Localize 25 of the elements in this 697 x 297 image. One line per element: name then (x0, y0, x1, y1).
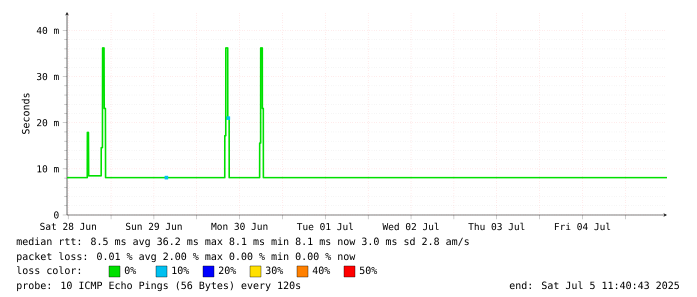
legend-label: 40% (312, 266, 330, 274)
x-tick-label: Wed 02 Jul (382, 222, 439, 230)
y-tick-label: 0 (54, 211, 59, 219)
legend-label: 30% (266, 266, 284, 274)
legend-label: 0% (124, 266, 136, 274)
text: packet loss: 0.01 % avg 2.00 % max 0.00 % min 0.00 % now (17, 252, 356, 262)
legend-label: 20% (218, 266, 236, 274)
legend-label: 10% (172, 266, 190, 274)
text: median rtt: 8.5 ms avg 36.2 ms max 8.1 ms min 8.1 ms now 3.0 ms sd 2.8 am/s (16, 237, 469, 248)
line-series (66, 47, 668, 178)
x-tick-label: Sun 29 Jun (126, 222, 182, 230)
x-tick-label: Sat 28 Jun (40, 222, 96, 230)
y-tick-label: 10 m (37, 165, 59, 172)
x-tick-label: Tue 01 Jul (296, 222, 354, 230)
y-axis-title: Seconds (22, 93, 30, 134)
y-tick-label: 30 m (36, 72, 59, 80)
x-tick-label: Fri 04 Jul (554, 222, 610, 230)
y-tick-label: 40 m (36, 26, 59, 34)
y-tick-label: 20 m (37, 119, 59, 126)
x-tick-label: Thu 03 Jul (468, 222, 524, 230)
text: loss color: (17, 266, 80, 274)
legend-label: 50% (360, 266, 378, 274)
text: end: Sat Jul 5 11:40:43 2025 (510, 281, 679, 290)
x-tick-label: Mon 30 Jun (211, 222, 268, 230)
text: probe: 10 ICMP Echo Pings (56 Bytes) every 120s (17, 281, 300, 292)
